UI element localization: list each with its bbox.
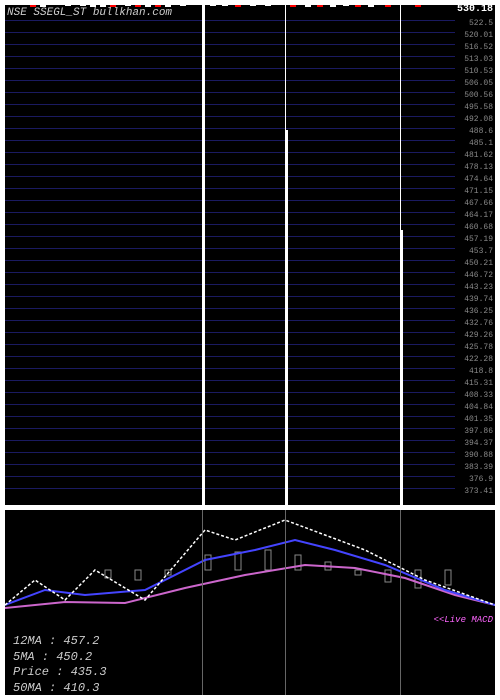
y-label: 474.64 xyxy=(464,176,493,184)
y-label: 425.78 xyxy=(464,344,493,352)
ma12-row: 12MA : 457.2 xyxy=(13,634,487,650)
y-label: 429.26 xyxy=(464,332,493,340)
y-label: 408.33 xyxy=(464,392,493,400)
extended-vline xyxy=(285,510,286,695)
price-chart[interactable]: NSE SSEGL_ST bullkhan.com 530.18 522.5 52… xyxy=(5,5,495,505)
y-label: 418.8 xyxy=(469,368,493,376)
chart-container: NSE SSEGL_ST bullkhan.com 530.18 522.5 52… xyxy=(0,0,500,700)
y-label: 513.03 xyxy=(464,56,493,64)
candlestick-series xyxy=(5,5,455,505)
y-label: 520.01 xyxy=(464,32,493,40)
y-label: 488.6 xyxy=(469,128,493,136)
macd-label: <<Live MACD xyxy=(434,615,493,625)
y-label: 481.62 xyxy=(464,152,493,160)
y-label: 453.7 xyxy=(469,248,493,256)
y-label: 460.68 xyxy=(464,224,493,232)
y-label: 376.9 xyxy=(469,476,493,484)
y-label: 464.17 xyxy=(464,212,493,220)
y-label: 457.19 xyxy=(464,236,493,244)
macd-line-1 xyxy=(5,520,495,605)
ma5-row: 5MA : 450.2 xyxy=(13,650,487,666)
y-label: 492.08 xyxy=(464,116,493,124)
macd-panel[interactable]: <<Live MACD xyxy=(5,510,495,630)
y-label: 446.72 xyxy=(464,272,493,280)
y-label: 467.66 xyxy=(464,200,493,208)
y-label: 478.13 xyxy=(464,164,493,172)
y-label: 422.28 xyxy=(464,356,493,364)
volume-spike xyxy=(285,130,288,505)
y-label: 397.86 xyxy=(464,428,493,436)
y-label: 443.23 xyxy=(464,284,493,292)
y-label: 373.41 xyxy=(464,488,493,496)
y-axis-labels: 530.18 522.5 520.01 516.52 513.03 510.53 506.… xyxy=(455,5,493,505)
y-label: 450.21 xyxy=(464,260,493,268)
y-label: 522.5 xyxy=(469,20,493,28)
extended-vline xyxy=(202,510,203,695)
y-label: 485.1 xyxy=(469,140,493,148)
y-label: 432.76 xyxy=(464,320,493,328)
price-row: Price : 435.3 xyxy=(13,665,487,681)
y-label: 506.05 xyxy=(464,80,493,88)
y-label: 390.88 xyxy=(464,452,493,460)
extended-vline xyxy=(400,510,401,695)
watermark-text: NSE SSEGL_ST bullkhan.com xyxy=(7,7,172,19)
y-label: 500.56 xyxy=(464,92,493,100)
volume-spike xyxy=(202,5,205,505)
y-label: 471.15 xyxy=(464,188,493,196)
y-label: 383.39 xyxy=(464,464,493,472)
y-label: 401.35 xyxy=(464,416,493,424)
y-label: 436.25 xyxy=(464,308,493,316)
volume-spike xyxy=(400,230,403,505)
info-panel: 12MA : 457.2 5MA : 450.2 Price : 435.3 5… xyxy=(5,630,495,695)
y-label: 415.31 xyxy=(464,380,493,388)
ma50-row: 50MA : 410.3 xyxy=(13,681,487,697)
y-label: 495.58 xyxy=(464,104,493,112)
price-highlight: 530.18 xyxy=(457,5,493,15)
y-label: 394.37 xyxy=(464,440,493,448)
y-label: 404.84 xyxy=(464,404,493,412)
y-label: 439.74 xyxy=(464,296,493,304)
y-label: 510.53 xyxy=(464,68,493,76)
macd-svg xyxy=(5,510,495,630)
y-label: 516.52 xyxy=(464,44,493,52)
